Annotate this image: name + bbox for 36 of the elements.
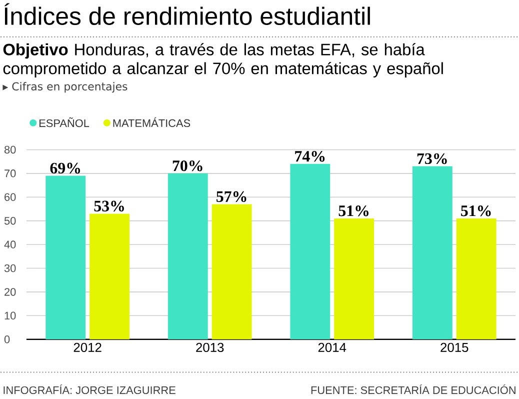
y-tick-label: 40 xyxy=(4,240,16,248)
chart-title: Índices de rendimiento estudiantil xyxy=(4,3,370,25)
y-tick-label: 60 xyxy=(4,193,16,201)
data-label: 69% xyxy=(50,162,80,174)
bar xyxy=(456,218,496,340)
data-label: 74% xyxy=(295,150,325,162)
bar xyxy=(46,176,86,340)
y-tick-label: 80 xyxy=(4,146,16,154)
x-tick-label: 2015 xyxy=(440,342,468,352)
y-tick-label: 30 xyxy=(4,264,16,272)
data-label: 70% xyxy=(172,160,202,172)
bar xyxy=(90,214,130,340)
text: INFOGRAFÍA: JORGE IZAGUIRRE xyxy=(4,384,176,394)
data-label: 53% xyxy=(94,200,124,212)
chart-subtitle: Objetivo Honduras, a través de las metas EFA, se había comprometido a alcanzar el 70% en matemáticas y español xyxy=(3,43,443,78)
bar xyxy=(212,204,252,340)
y-tick-label: 70 xyxy=(4,169,16,178)
x-tick-label: 2013 xyxy=(196,342,224,352)
data-label: 51% xyxy=(461,205,491,216)
y-tick-label: 10 xyxy=(4,312,16,320)
y-tick-label: 50 xyxy=(4,216,16,225)
x-tick-label: 2012 xyxy=(74,342,102,352)
data-label: 57% xyxy=(216,191,246,202)
legend-label: MATEMÁTICAS xyxy=(113,117,190,127)
bar xyxy=(334,218,374,340)
bar xyxy=(168,173,208,340)
legend-label: ESPAÑOL xyxy=(40,117,90,127)
bar xyxy=(290,164,330,340)
text: ▸ Cifras en porcentajes xyxy=(2,82,128,93)
x-tick-label: 2014 xyxy=(318,342,346,352)
data-label: 51% xyxy=(338,205,368,216)
bar xyxy=(412,166,452,340)
y-tick-label: 20 xyxy=(4,288,16,296)
data-label: 73% xyxy=(417,153,447,164)
source-note: FUENTE: SECRETARÍA DE EDUCACIÓN xyxy=(311,384,516,394)
y-tick-label: 0 xyxy=(4,335,10,344)
